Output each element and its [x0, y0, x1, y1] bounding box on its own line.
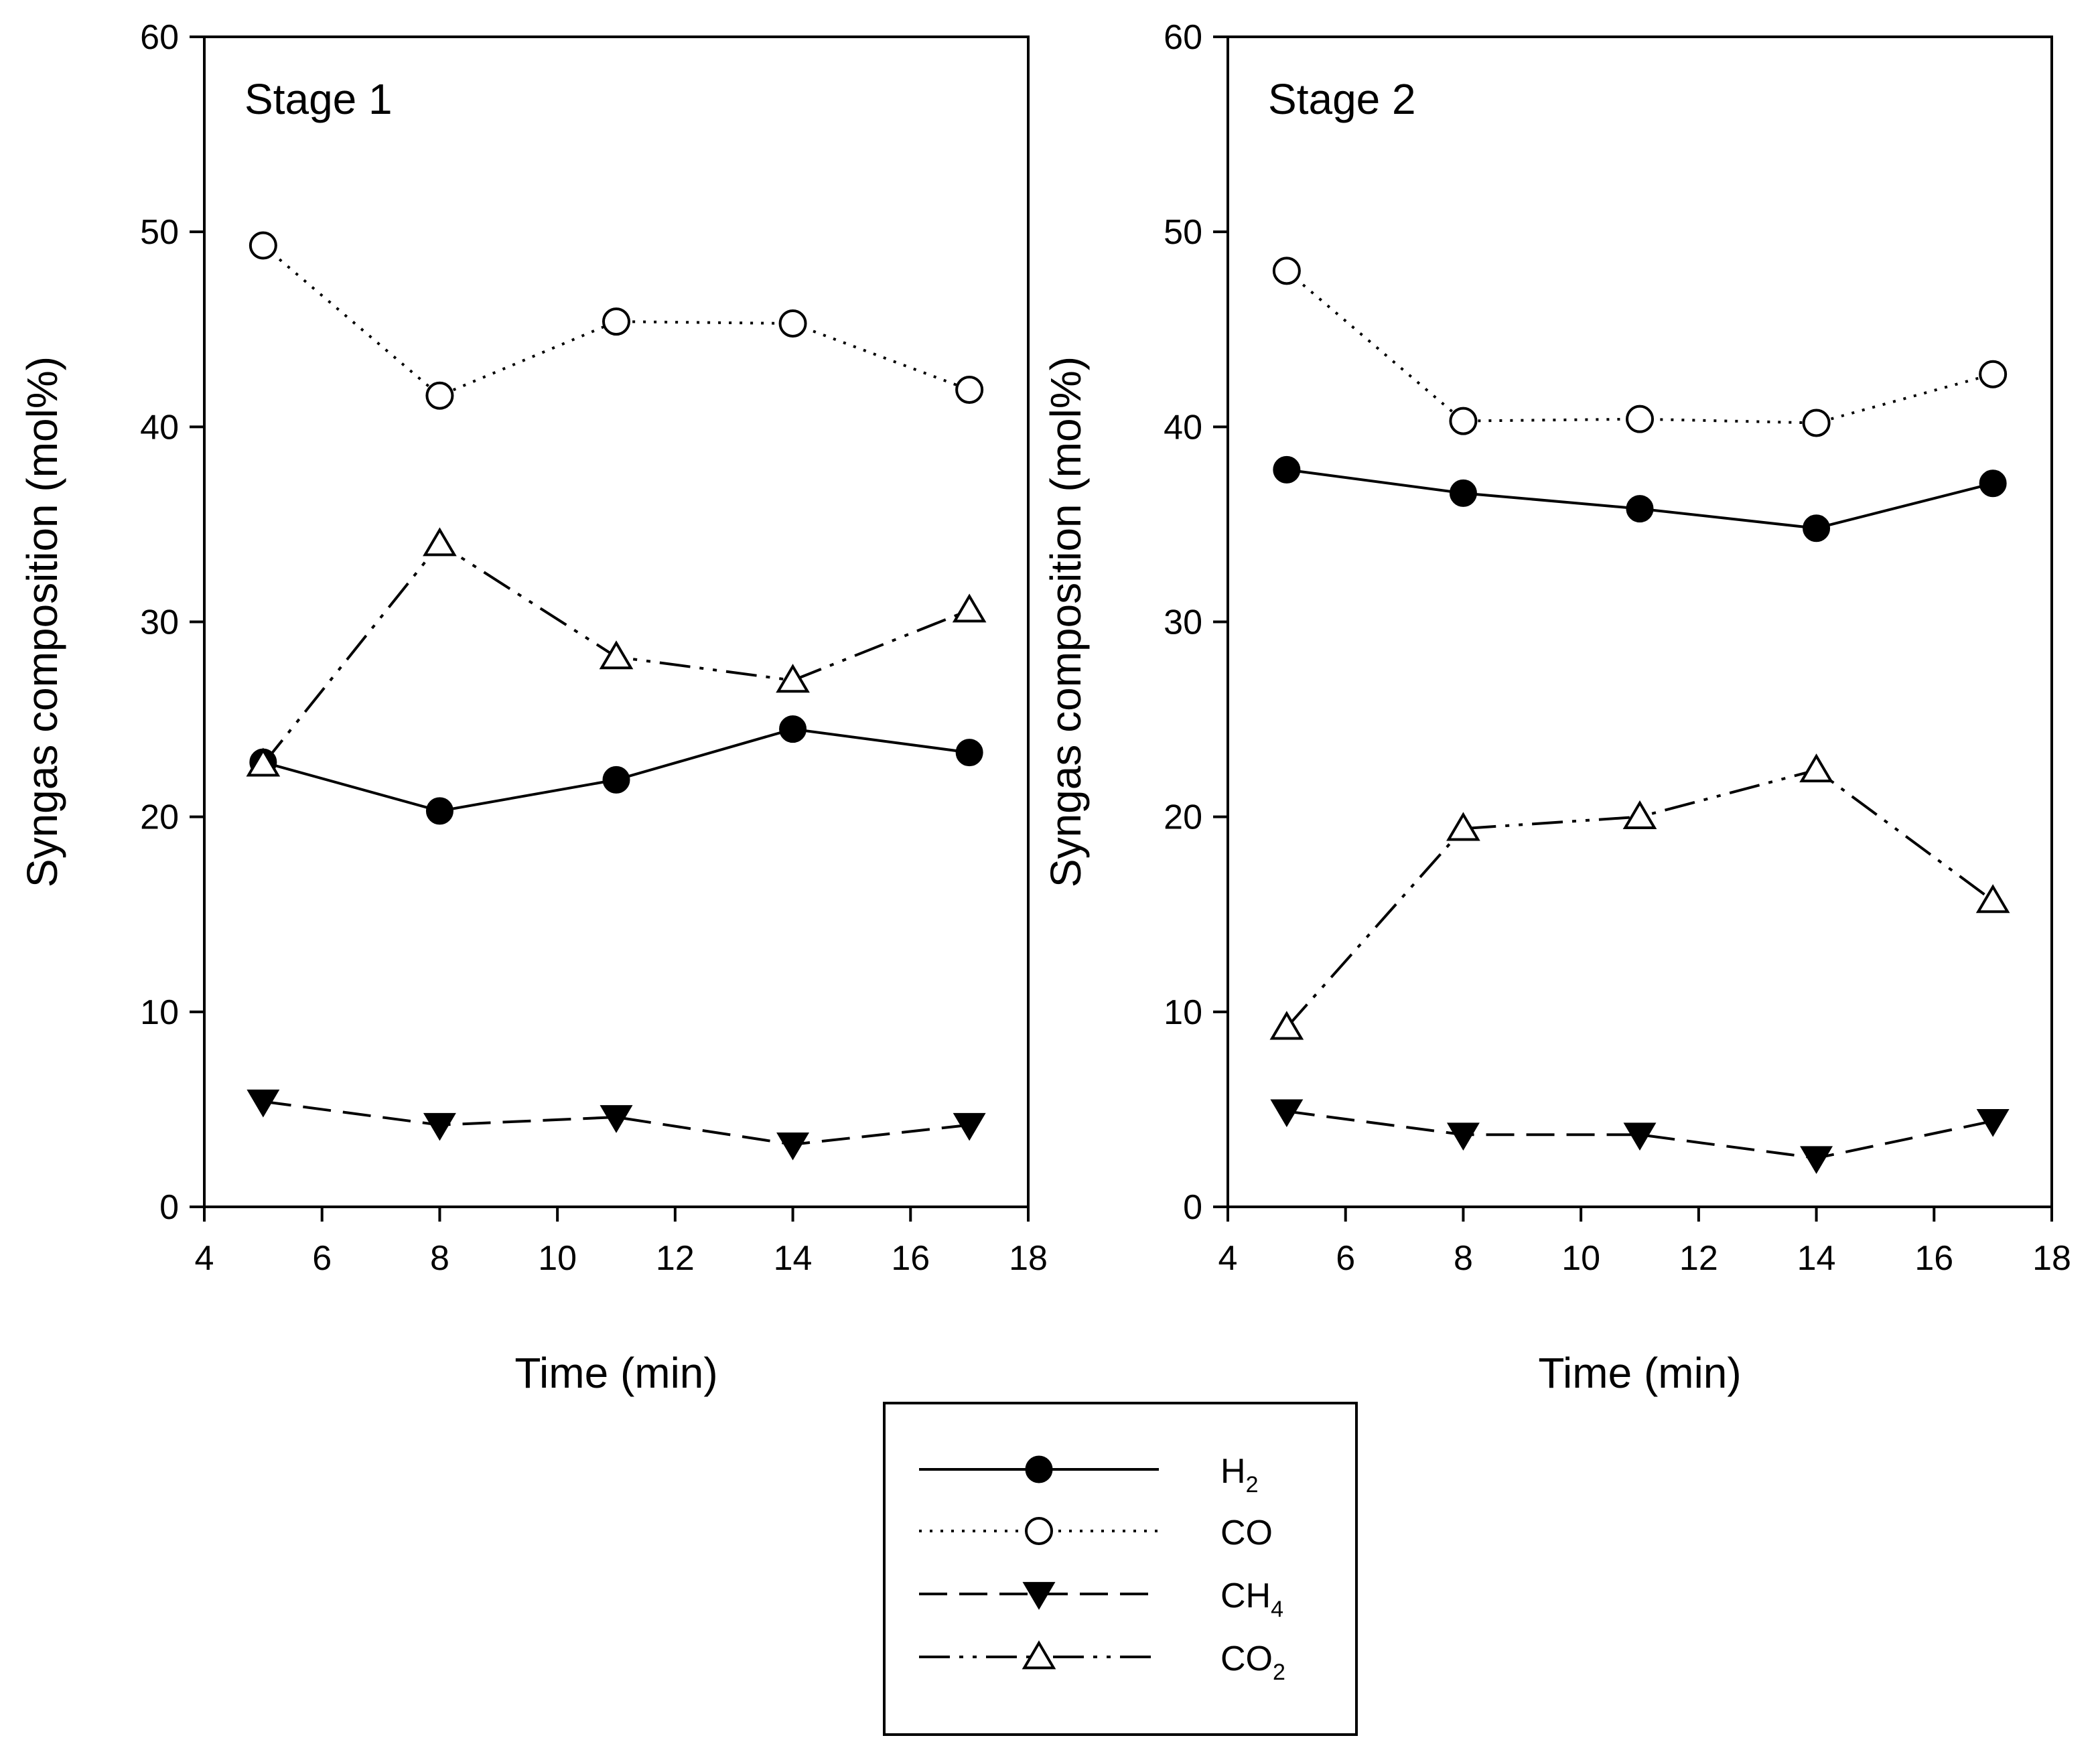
x-tick-label: 14	[1797, 1239, 1836, 1278]
legend-label-h2: H2	[1220, 1452, 1258, 1498]
chart-panel-1: 0 10 20 30 40 50 60 4 6 8 10 12 14 16 18 Time (min) Syng…	[18, 18, 1048, 1397]
data-point-co	[249, 231, 277, 260]
data-point-co	[602, 307, 630, 336]
legend-label-co: CO	[1220, 1514, 1273, 1552]
x-tick-label: 8	[430, 1239, 449, 1278]
x-tick-label: 18	[2032, 1239, 2071, 1278]
plot-frame	[203, 35, 1030, 1208]
y-tick-label: 20	[140, 798, 179, 837]
data-point-ch4	[1623, 1122, 1657, 1151]
x-axis-title: Time (min)	[1538, 1349, 1741, 1397]
data-point-h2	[955, 739, 983, 767]
x-tick-label: 4	[195, 1239, 214, 1278]
data-point-co	[1626, 405, 1654, 433]
legend-box	[883, 1402, 1358, 1736]
series-line-co	[1285, 269, 1993, 425]
data-point-co2	[776, 664, 810, 693]
legend: H2 CO CH4 CO2	[883, 1402, 1358, 1736]
panel-title: Stage 1	[244, 75, 393, 123]
data-point-h2	[1449, 479, 1477, 507]
data-point-h2	[779, 715, 807, 743]
data-point-ch4	[600, 1105, 633, 1133]
x-tick-label: 12	[1679, 1239, 1718, 1278]
data-point-h2	[425, 797, 453, 825]
data-point-ch4	[1976, 1108, 2010, 1137]
plot-frame	[1227, 35, 2053, 1208]
y-tick-label: 30	[140, 603, 179, 642]
data-point-ch4	[247, 1089, 280, 1118]
data-point-co2	[246, 747, 281, 777]
data-point-h2	[1626, 495, 1654, 523]
data-point-co2	[1799, 753, 1833, 783]
legend-marker-co	[1025, 1517, 1053, 1545]
y-tick-label: 60	[140, 18, 179, 57]
legend-label-ch4: CH4	[1220, 1577, 1283, 1622]
data-point-ch4	[1270, 1099, 1304, 1128]
data-point-h2	[602, 765, 630, 794]
x-tick-label: 10	[1561, 1239, 1600, 1278]
y-tick-label: 50	[1164, 213, 1202, 252]
data-point-h2	[1273, 455, 1301, 484]
legend-marker-h2	[1025, 1455, 1053, 1483]
legend-marker-ch4	[1022, 1582, 1056, 1610]
y-tick-label: 40	[140, 408, 179, 447]
x-tick-label: 16	[1914, 1239, 1953, 1278]
data-point-co	[1802, 409, 1831, 437]
data-point-ch4	[953, 1112, 986, 1141]
data-point-co	[1979, 360, 2008, 388]
data-point-co	[1449, 407, 1478, 435]
y-axis-title: Syngas composition (mol%)	[18, 356, 66, 887]
x-tick-label: 12	[656, 1239, 695, 1278]
data-point-co	[1272, 257, 1301, 285]
x-tick-label: 14	[774, 1239, 813, 1278]
x-tick-label: 4	[1218, 1239, 1238, 1278]
y-tick-label: 60	[1164, 18, 1202, 57]
chart-panel-2: 0 10 20 30 40 50 60 4 6 8 10 12 14 16 18 Time (min) Syng…	[1042, 18, 2071, 1397]
legend-marker-co2	[1022, 1640, 1056, 1670]
data-point-h2	[1979, 469, 2007, 498]
x-tick-label: 6	[1336, 1239, 1355, 1278]
y-tick-label: 10	[140, 993, 179, 1032]
y-tick-label: 0	[1183, 1188, 1202, 1227]
y-tick-label: 10	[1164, 993, 1202, 1032]
y-tick-label: 20	[1164, 798, 1202, 837]
panel-title: Stage 2	[1268, 75, 1416, 123]
data-point-co2	[952, 593, 987, 623]
x-tick-label: 10	[538, 1239, 577, 1278]
data-point-co	[955, 376, 984, 405]
data-point-co2	[423, 527, 457, 557]
y-axis-title: Syngas composition (mol%)	[1042, 356, 1090, 887]
data-point-ch4	[776, 1132, 810, 1161]
data-point-co2	[599, 640, 634, 670]
data-point-co	[425, 381, 454, 410]
x-axis-title: Time (min)	[514, 1349, 717, 1397]
y-tick-label: 30	[1164, 603, 1202, 642]
data-point-co2	[1975, 884, 2010, 914]
y-tick-label: 50	[140, 213, 179, 252]
data-point-co2	[1622, 800, 1657, 830]
x-tick-label: 16	[891, 1239, 930, 1278]
data-point-ch4	[423, 1112, 456, 1141]
y-tick-label: 0	[159, 1188, 179, 1227]
data-point-ch4	[1800, 1146, 1833, 1174]
data-point-co2	[1269, 1011, 1304, 1040]
data-point-co	[778, 309, 807, 338]
data-point-co2	[1446, 812, 1480, 841]
y-tick-label: 40	[1164, 408, 1202, 447]
x-tick-label: 6	[312, 1239, 332, 1278]
data-point-h2	[1803, 514, 1831, 542]
legend-label-co2: CO2	[1220, 1639, 1285, 1685]
x-tick-label: 18	[1009, 1239, 1048, 1278]
data-point-ch4	[1446, 1122, 1480, 1151]
x-tick-label: 8	[1454, 1239, 1473, 1278]
